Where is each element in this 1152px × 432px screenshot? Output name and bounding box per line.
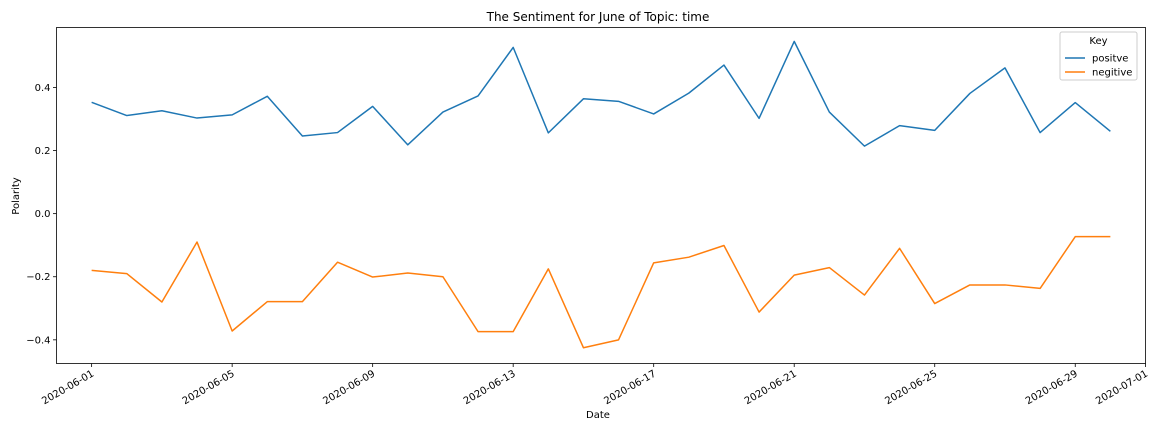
- y-tick-label: −0.2: [26, 272, 50, 283]
- legend-label-positve: positve: [1092, 54, 1128, 65]
- series-line-negitive: [91, 235, 1111, 349]
- x-tick-label: 2020-06-17: [602, 369, 658, 408]
- x-tick-label: 2020-06-29: [1024, 369, 1080, 408]
- y-tick-label: −0.4: [26, 335, 50, 346]
- x-tick-label: 2020-06-09: [321, 369, 377, 408]
- plot-area: [91, 40, 1111, 349]
- x-axis: 2020-06-01 2020-06-05 2020-06-09 2020-06-13…: [40, 363, 1150, 408]
- x-tick-label: 2020-06-25: [883, 369, 939, 408]
- legend: Key positve negitive: [1059, 31, 1138, 81]
- plot-frame: [56, 27, 1146, 364]
- x-tick-label: 2020-06-05: [181, 369, 237, 408]
- legend-box: [1059, 31, 1138, 81]
- chart-title: The Sentiment for June of Topic: time: [486, 10, 710, 24]
- y-tick-label: 0.0: [35, 209, 51, 220]
- series-line-positve: [91, 40, 1111, 147]
- y-tick-label: 0.2: [35, 146, 51, 157]
- legend-label-negitive: negitive: [1092, 68, 1132, 79]
- x-tick-label: 2020-07-01: [1094, 369, 1150, 408]
- y-axis: 0.4 0.2 0.0 −0.2 −0.4: [26, 83, 57, 346]
- x-tick-label: 2020-06-21: [743, 369, 799, 408]
- y-axis-title: Polarity: [11, 177, 22, 215]
- y-tick-label: 0.4: [35, 83, 51, 94]
- x-axis-title: Date: [586, 410, 610, 421]
- legend-title: Key: [1089, 36, 1107, 47]
- x-tick-label: 2020-06-01: [40, 369, 96, 408]
- x-tick-label: 2020-06-13: [462, 369, 518, 408]
